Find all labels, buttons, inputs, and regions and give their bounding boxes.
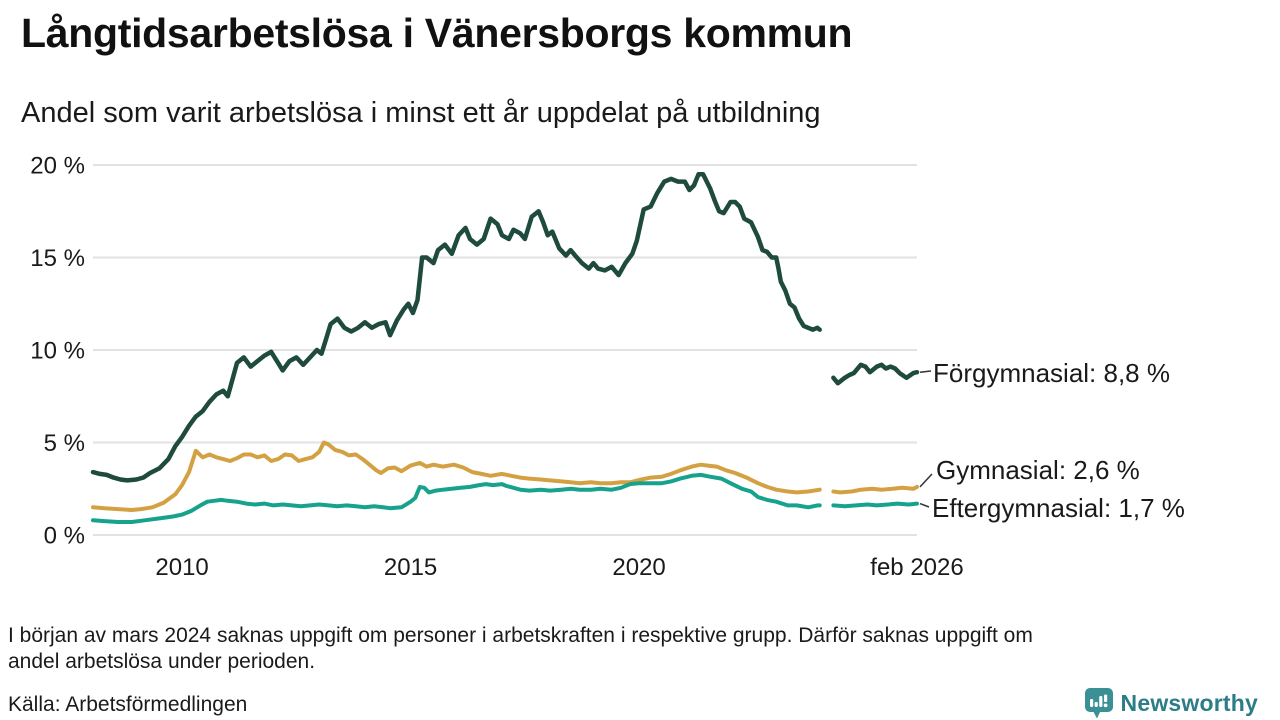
y-tick-label: 5 % xyxy=(44,430,85,457)
series-line-gymnasial xyxy=(831,484,919,495)
page-title: Långtidsarbetslösa i Vänersborgs kommun xyxy=(21,10,853,56)
y-tick-label: 15 % xyxy=(30,245,85,272)
series-line-eftergymnasial xyxy=(831,501,919,509)
series-line-forgymnasial xyxy=(90,172,822,483)
series-line-eftergymnasial xyxy=(91,472,822,524)
label-connector-forgymnasial xyxy=(919,370,932,373)
line-chart: 0 % 5 % 10 % 15 % 20 % 2010 2015 2020 feb 2026 xyxy=(30,153,963,582)
source-attribution: Källa: Arbetsförmedlingen xyxy=(8,693,248,716)
y-tick-label: 10 % xyxy=(30,338,85,365)
footnote-line2: andel arbetslösa under perioden. xyxy=(8,650,316,673)
series-line-forgymnasial xyxy=(831,362,920,386)
x-tick-label: 2020 xyxy=(612,554,665,581)
newsworthy-logo-text: Newsworthy xyxy=(1120,690,1258,716)
label-connector-gymnasial xyxy=(919,473,933,488)
series-label-forgymnasial: Förgymnasial: 8,8 % xyxy=(933,358,1170,388)
footnote: I början av mars 2024 saknas uppgift om … xyxy=(8,623,1033,675)
newsworthy-logo-icon xyxy=(1084,688,1113,719)
y-tick-label: 20 % xyxy=(30,153,85,180)
footnote-line1: I början av mars 2024 saknas uppgift om … xyxy=(8,624,1033,647)
series-line-gymnasial xyxy=(91,440,822,512)
newsworthy-logo: Newsworthy xyxy=(1084,687,1258,720)
chart-subtitle: Andel som varit arbetslösa i minst ett å… xyxy=(21,97,821,129)
x-tick-label: 2010 xyxy=(155,554,208,581)
series-label-eftergymnasial: Eftergymnasial: 1,7 % xyxy=(932,493,1185,523)
x-tick-label: feb 2026 xyxy=(870,554,963,581)
x-tick-label: 2015 xyxy=(384,554,437,581)
label-connector-eftergymnasial xyxy=(919,502,930,508)
y-tick-label: 0 % xyxy=(44,523,85,550)
series-label-gymnasial: Gymnasial: 2,6 % xyxy=(936,455,1140,485)
